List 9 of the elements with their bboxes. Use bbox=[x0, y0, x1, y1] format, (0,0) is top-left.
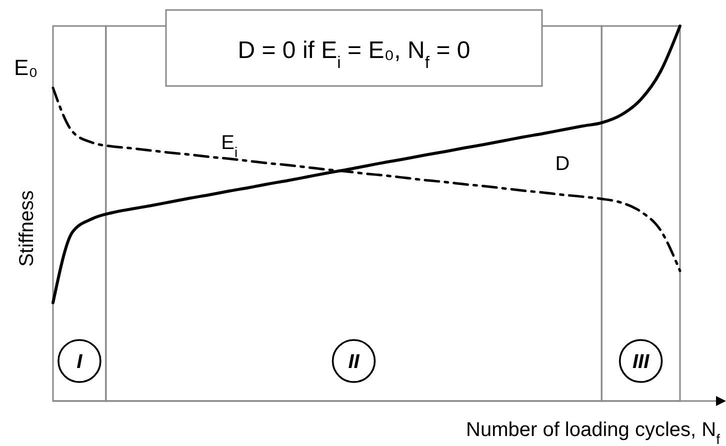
annotation: D = 0 if E$_{i}$ = E₀, N$_{f}$ = 0 bbox=[238, 37, 470, 72]
annotation: I bbox=[76, 351, 83, 373]
text: E₀ bbox=[14, 55, 38, 80]
annotation: III bbox=[632, 351, 650, 373]
y-axis-title: Stiffness bbox=[16, 190, 38, 267]
series-label: E$_{i}$ bbox=[221, 132, 238, 160]
annotation: II bbox=[348, 351, 360, 373]
series-label: D bbox=[555, 152, 570, 175]
x-axis-title: Number of loading cycles, N$_{f}$ bbox=[466, 419, 720, 446]
